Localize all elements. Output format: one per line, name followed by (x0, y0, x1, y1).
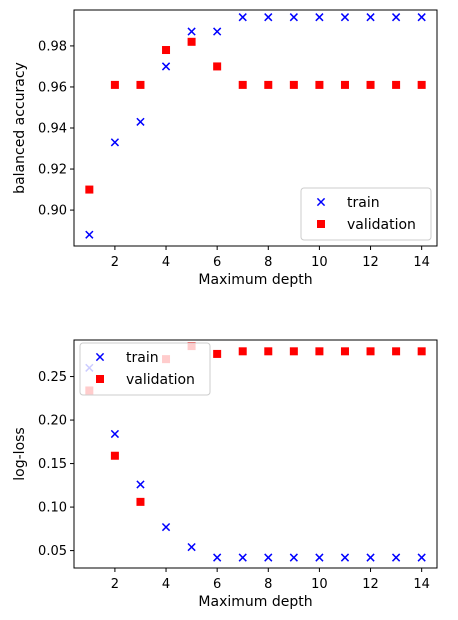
data-point-validation (238, 80, 247, 89)
legend: train validation (300, 187, 432, 241)
legend: train validation (79, 342, 211, 396)
data-point-train (161, 522, 171, 532)
x-tick-label: 2 (111, 255, 119, 270)
data-point-train (289, 553, 298, 562)
data-point-train (264, 553, 273, 562)
legend-marker-validation (317, 220, 325, 228)
series-train (85, 13, 426, 239)
legend-label: validation (347, 217, 416, 233)
data-point-train (238, 13, 247, 22)
y-tick-label: 0.90 (38, 204, 67, 219)
data-point-validation (417, 80, 426, 89)
data-point-train (391, 553, 401, 562)
chart-2: 2 4 6 8 10 12 14 0.05 0.10 0.15 0.20 0.25 Maximum de… (12, 339, 438, 610)
data-point-train (110, 429, 120, 439)
data-point-validation (162, 46, 171, 55)
data-point-validation (417, 347, 426, 356)
y-tick-label: 0.98 (38, 39, 67, 54)
x-tick-label: 10 (311, 577, 328, 592)
x-tick-label: 2 (111, 577, 119, 592)
data-point-validation (213, 62, 222, 71)
data-point-train (315, 13, 324, 22)
data-point-validation (264, 80, 273, 89)
data-point-validation (315, 347, 324, 356)
y-tick-label: 0.25 (38, 370, 67, 385)
data-point-validation (213, 349, 222, 358)
data-point-train (136, 117, 145, 126)
series-validation (85, 37, 426, 194)
data-point-train (85, 230, 94, 239)
data-point-validation (392, 80, 401, 89)
x-axis-label: Maximum depth (198, 594, 312, 610)
data-point-train (213, 27, 222, 36)
x-tick-label: 8 (264, 577, 272, 592)
x-tick-label: 14 (413, 255, 430, 270)
data-point-validation (340, 347, 349, 356)
y-tick-label: 0.94 (38, 122, 67, 137)
data-point-validation (392, 347, 401, 356)
data-point-validation (110, 451, 119, 460)
data-point-train (161, 62, 171, 71)
x-tick-label: 6 (213, 577, 221, 592)
y-tick-label: 0.15 (38, 457, 67, 472)
data-point-validation (110, 80, 119, 89)
x-tick-label: 12 (362, 255, 379, 270)
data-point-train (187, 27, 196, 36)
data-point-validation (366, 347, 375, 356)
data-point-validation (136, 80, 145, 89)
data-point-validation (264, 347, 273, 356)
legend-marker-validation (96, 375, 104, 383)
data-point-train (315, 553, 324, 562)
x-tick-label: 14 (413, 577, 430, 592)
data-point-train (238, 553, 247, 562)
data-point-train (187, 542, 196, 552)
data-point-train (289, 13, 298, 22)
data-point-train (213, 553, 222, 562)
data-point-validation (187, 37, 196, 46)
data-point-validation (289, 347, 298, 356)
x-tick-label: 12 (362, 577, 379, 592)
data-point-validation (366, 80, 375, 89)
plot-frame (73, 339, 438, 569)
legend-marker-train (95, 352, 105, 362)
data-point-train (136, 480, 145, 489)
data-point-validation (136, 497, 145, 506)
data-point-validation (340, 80, 349, 89)
x-tick-label: 4 (162, 255, 170, 270)
data-point-validation (289, 80, 298, 89)
legend-label: train (347, 195, 380, 211)
legend-box (300, 187, 432, 241)
y-tick-label: 0.05 (38, 544, 67, 559)
y-axis-label: balanced accuracy (12, 62, 28, 194)
data-point-validation (238, 347, 247, 356)
x-axis-label: Maximum depth (198, 272, 312, 288)
data-point-train (366, 13, 375, 22)
data-point-train (340, 553, 350, 562)
legend-box (79, 342, 211, 396)
legend-marker-train (316, 197, 326, 207)
x-tick-label: 4 (162, 577, 170, 592)
data-point-train (340, 13, 350, 22)
y-tick-label: 0.20 (38, 414, 67, 429)
legend-label: train (126, 350, 159, 366)
x-tick-label: 6 (213, 255, 221, 270)
y-tick-label: 0.92 (38, 163, 67, 178)
data-point-train (391, 13, 401, 22)
data-point-train (417, 553, 426, 562)
chart-1: 2 4 6 8 10 12 14 0.90 0.92 0.94 0.96 0.98 Maximum de… (12, 9, 438, 288)
legend-label: validation (126, 372, 195, 388)
x-tick-label: 8 (264, 255, 272, 270)
y-tick-label: 0.96 (38, 80, 67, 95)
data-point-validation (85, 185, 94, 194)
data-point-train (417, 13, 426, 22)
x-tick-label: 10 (311, 255, 328, 270)
data-point-validation (315, 80, 324, 89)
y-tick-label: 0.10 (38, 501, 67, 516)
y-axis-label: log-loss (12, 427, 28, 480)
data-point-train (110, 138, 120, 147)
data-point-train (366, 553, 375, 562)
data-point-train (264, 13, 273, 22)
